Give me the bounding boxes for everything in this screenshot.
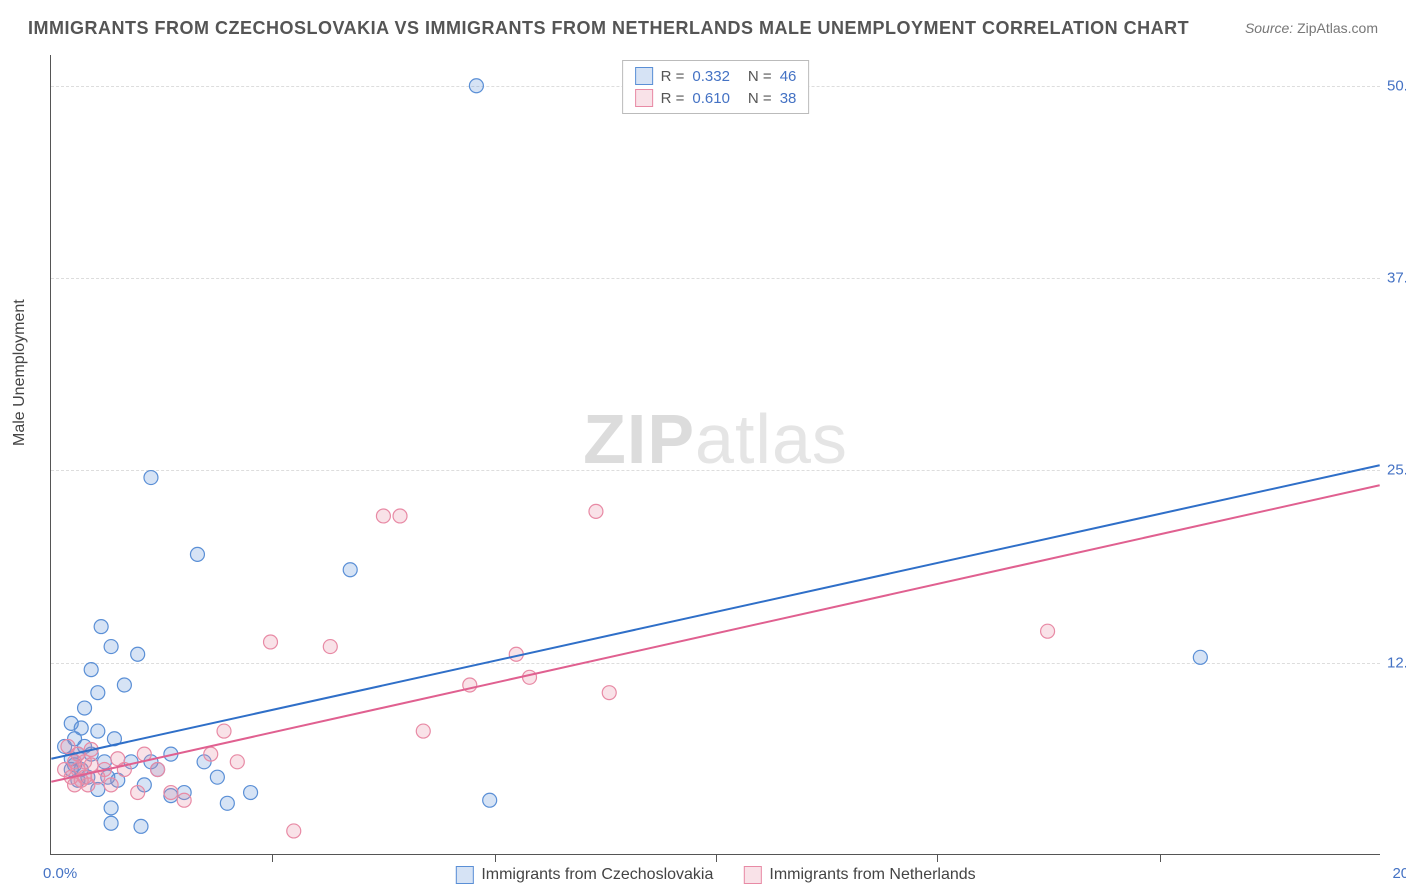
data-point	[393, 509, 407, 523]
n-label: N =	[748, 90, 772, 107]
x-tick	[495, 854, 496, 862]
y-tick-label: 37.5%	[1387, 270, 1406, 287]
y-axis-label: Male Unemployment	[11, 299, 29, 446]
legend-swatch-series2	[635, 89, 653, 107]
data-point	[177, 793, 191, 807]
data-point	[264, 635, 278, 649]
data-point	[217, 724, 231, 738]
data-point	[91, 686, 105, 700]
data-point	[104, 816, 118, 830]
legend-series-label-1: Immigrants from Czechoslovakia	[481, 866, 713, 884]
legend-stats-row-1: R = 0.332 N = 46	[635, 65, 797, 87]
data-point	[151, 762, 165, 776]
data-point	[589, 504, 603, 518]
data-point	[94, 620, 108, 634]
data-point	[84, 663, 98, 677]
data-point	[104, 778, 118, 792]
data-point	[210, 770, 224, 784]
data-point	[84, 758, 98, 772]
data-point	[144, 471, 158, 485]
data-point	[190, 547, 204, 561]
y-tick-label: 50.0%	[1387, 77, 1406, 94]
source-value: ZipAtlas.com	[1297, 20, 1378, 36]
x-tick	[937, 854, 938, 862]
data-point	[1041, 624, 1055, 638]
data-point	[343, 563, 357, 577]
data-point	[74, 721, 88, 735]
data-point	[1193, 650, 1207, 664]
data-point	[220, 796, 234, 810]
legend-stats-row-2: R = 0.610 N = 38	[635, 87, 797, 109]
source-attribution: Source: ZipAtlas.com	[1245, 20, 1378, 36]
r-value-series2: 0.610	[692, 90, 730, 107]
legend-stats-box: R = 0.332 N = 46 R = 0.610 N = 38	[622, 60, 810, 114]
data-point	[91, 724, 105, 738]
data-point	[78, 701, 92, 715]
x-tick	[1160, 854, 1161, 862]
data-point	[244, 786, 258, 800]
n-value-series1: 46	[780, 68, 797, 85]
data-point	[104, 801, 118, 815]
data-point	[134, 819, 148, 833]
legend-series-item-1: Immigrants from Czechoslovakia	[455, 866, 713, 884]
x-axis-min-label: 0.0%	[43, 865, 77, 882]
legend-swatch-series1	[455, 866, 473, 884]
data-point	[204, 747, 218, 761]
legend-series-item-2: Immigrants from Netherlands	[743, 866, 975, 884]
data-point	[483, 793, 497, 807]
chart-plot-area: ZIPatlas R = 0.332 N = 46 R = 0.610 N = …	[50, 55, 1380, 855]
x-tick	[272, 854, 273, 862]
data-point	[376, 509, 390, 523]
data-point	[131, 647, 145, 661]
scatter-plot-svg	[51, 55, 1380, 854]
n-value-series2: 38	[780, 90, 797, 107]
data-point	[602, 686, 616, 700]
legend-swatch-series2	[743, 866, 761, 884]
legend-series-label-2: Immigrants from Netherlands	[769, 866, 975, 884]
data-point	[104, 640, 118, 654]
x-axis-max-label: 20.0%	[1392, 865, 1406, 882]
regression-line	[51, 485, 1379, 782]
data-point	[131, 786, 145, 800]
data-point	[416, 724, 430, 738]
data-point	[323, 640, 337, 654]
r-label: R =	[661, 68, 685, 85]
data-point	[469, 79, 483, 93]
n-label: N =	[748, 68, 772, 85]
data-point	[117, 678, 131, 692]
chart-title: IMMIGRANTS FROM CZECHOSLOVAKIA VS IMMIGR…	[28, 18, 1189, 39]
r-value-series1: 0.332	[692, 68, 730, 85]
y-tick-label: 12.5%	[1387, 654, 1406, 671]
source-label: Source:	[1245, 20, 1293, 36]
legend-series-box: Immigrants from Czechoslovakia Immigrant…	[455, 866, 975, 884]
y-tick-label: 25.0%	[1387, 462, 1406, 479]
legend-swatch-series1	[635, 67, 653, 85]
data-point	[164, 786, 178, 800]
r-label: R =	[661, 90, 685, 107]
data-point	[230, 755, 244, 769]
x-tick	[716, 854, 717, 862]
regression-line	[51, 465, 1379, 758]
data-point	[287, 824, 301, 838]
data-point	[523, 670, 537, 684]
